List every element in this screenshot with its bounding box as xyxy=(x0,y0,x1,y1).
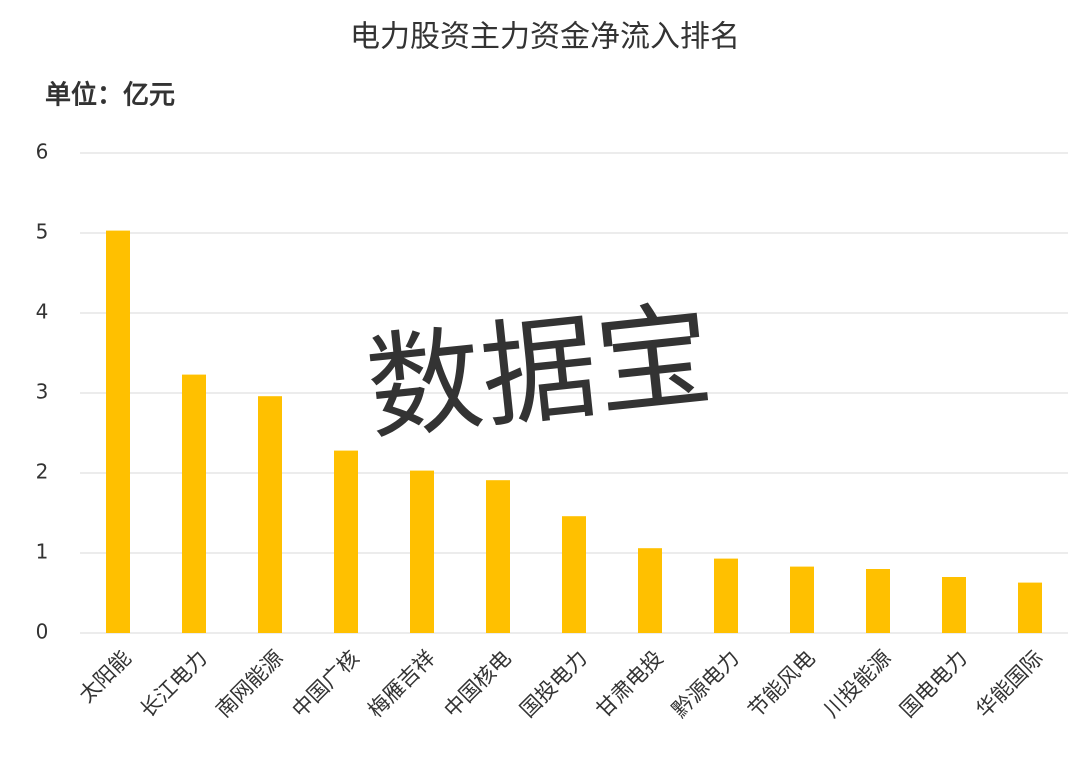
bar xyxy=(866,569,890,633)
bar xyxy=(334,450,358,633)
bar xyxy=(486,480,510,633)
bar xyxy=(106,230,130,633)
y-tick-label: 1 xyxy=(36,540,49,564)
y-tick-label: 2 xyxy=(36,460,49,484)
bar xyxy=(258,396,282,633)
y-tick-label: 3 xyxy=(36,380,49,404)
y-tick-label: 6 xyxy=(36,140,49,164)
bar xyxy=(942,577,966,633)
bar xyxy=(1018,582,1042,633)
bar xyxy=(790,566,814,633)
y-tick-label: 4 xyxy=(36,300,49,324)
bar xyxy=(182,374,206,633)
bar xyxy=(562,516,586,633)
bar xyxy=(410,470,434,633)
chart-title: 电力股资主力资金净流入排名 xyxy=(350,20,740,55)
bar xyxy=(714,558,738,633)
unit-label: 单位：亿元 xyxy=(45,80,175,111)
y-tick-label: 5 xyxy=(36,220,49,244)
bar xyxy=(638,548,662,633)
y-tick-label: 0 xyxy=(36,620,49,644)
